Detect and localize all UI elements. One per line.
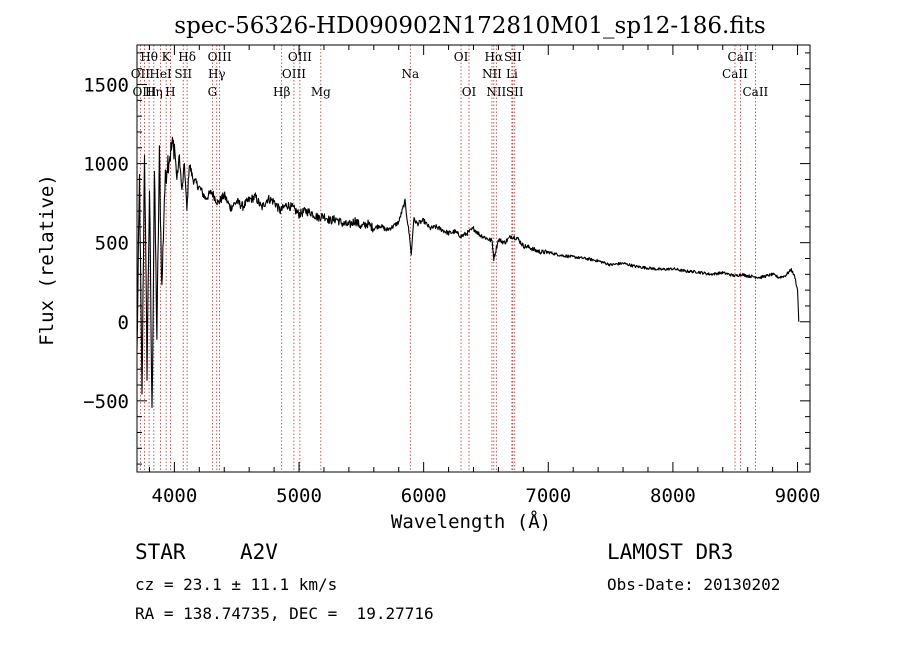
line-annotation: Hθ	[140, 50, 158, 64]
y-tick-label: 0	[118, 312, 129, 334]
x-tick-label: 8000	[650, 485, 696, 507]
spectrum-flux-line	[136, 136, 800, 409]
line-annotation: OII	[131, 67, 151, 81]
line-annotation: K	[162, 50, 172, 64]
line-annotation: OI	[454, 50, 469, 64]
line-annotation: H	[165, 85, 175, 99]
object-subclass: A2V	[240, 540, 278, 564]
series-group	[136, 136, 800, 409]
line-annotation: SII	[174, 67, 192, 81]
line-annotation: NII	[482, 67, 502, 81]
line-annotation: Hη	[145, 85, 163, 99]
y-tick-label: 1500	[83, 75, 129, 97]
line-marker-group	[139, 45, 756, 472]
line-annotation: CaII	[742, 85, 768, 99]
line-annotation: SII	[506, 85, 524, 99]
survey-name: LAMOST DR3	[607, 540, 733, 564]
line-annotation: Hγ	[208, 67, 226, 81]
x-tick-label: 9000	[775, 485, 821, 507]
axis-ticks: 4000 5000 6000 7000 8000 9000 −500 0 500 1000 1500	[83, 45, 820, 507]
line-annotation: Hα	[485, 50, 504, 64]
observation-date: Obs-Date: 20130202	[607, 575, 780, 594]
line-annotation: OIII	[282, 67, 306, 81]
sky-coordinates: RA = 138.74735, DEC = 19.27716	[135, 604, 434, 623]
line-annotation: OIII	[288, 50, 312, 64]
line-annotation: Li	[506, 67, 518, 81]
line-annotation: Mg	[311, 85, 331, 99]
line-annotation: HeI	[149, 67, 172, 81]
x-tick-label: 7000	[525, 485, 571, 507]
x-tick-label: 5000	[276, 485, 322, 507]
line-annotation: SII	[504, 50, 522, 64]
y-axis-label: Flux (relative)	[36, 174, 58, 346]
line-annotation: Hβ	[273, 85, 290, 99]
plot-frame	[136, 44, 811, 473]
y-tick-label: −500	[83, 391, 129, 413]
x-axis-label: Wavelength (Å)	[391, 510, 551, 533]
object-type: STAR	[135, 540, 186, 564]
x-tick-label: 6000	[401, 485, 447, 507]
y-tick-label: 500	[95, 233, 129, 255]
redshift-velocity: cz = 23.1 ± 11.1 km/s	[135, 575, 337, 594]
line-annotation: CaII	[728, 50, 754, 64]
line-annotation: OI	[462, 85, 477, 99]
line-annotation: Na	[401, 67, 419, 81]
line-annotation: OIII	[132, 85, 156, 99]
y-tick-label: 1000	[83, 154, 129, 176]
chart-title: spec-56326-HD090902N172810M01_sp12-186.f…	[174, 13, 765, 39]
line-annotation: G	[208, 85, 218, 99]
x-tick-label: 4000	[152, 485, 198, 507]
line-annotation: NII	[486, 85, 506, 99]
line-annotation: CaII	[722, 67, 748, 81]
line-annotation: Hδ	[178, 50, 196, 64]
line-annotation: OIII	[208, 50, 232, 64]
